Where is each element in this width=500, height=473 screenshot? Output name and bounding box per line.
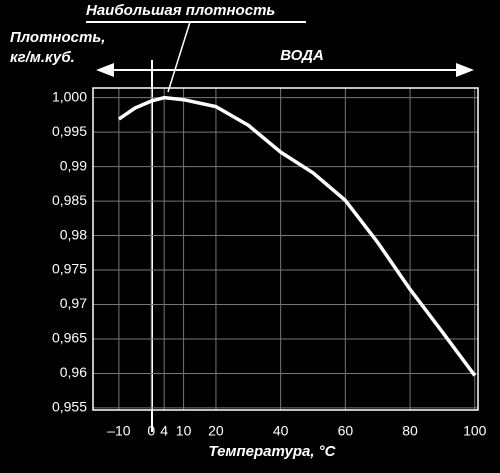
y-tick-label: 0,98: [60, 226, 87, 242]
y-tick-label: 0,96: [60, 364, 87, 380]
x-tick-label: 100: [463, 423, 487, 439]
plot-frame: [92, 87, 479, 411]
region-label: ВОДА: [280, 47, 324, 64]
x-tick-label: 0: [147, 423, 155, 439]
y-tick-label: 0,965: [52, 330, 87, 346]
line-series: [117, 95, 477, 377]
y-tick-label: 0,995: [52, 123, 87, 139]
y-tick-label: 0,955: [52, 399, 87, 415]
y-axis-label: кг/м.куб.: [10, 49, 75, 66]
y-tick-label: 0,97: [60, 295, 87, 311]
x-tick-label: 20: [208, 423, 224, 439]
y-tick-label: 1,000: [52, 88, 87, 104]
x-tick-label: 60: [338, 423, 354, 439]
annotation: Наибольшая плотность: [86, 2, 275, 19]
y-tick-label: 0,99: [60, 157, 87, 173]
y-tick-label: 0,985: [52, 192, 87, 208]
x-tick-label: 80: [402, 423, 418, 439]
annotation-pointer: [167, 21, 191, 93]
y-axis-label: Плотность,: [10, 29, 105, 46]
x-tick-label: 10: [176, 423, 192, 439]
x-axis-label: Температура, °С: [208, 443, 336, 460]
x-tick-label: 40: [273, 423, 289, 439]
x-tick-label: –10: [107, 423, 131, 439]
y-tick-label: 0,975: [52, 261, 87, 277]
x-tick-label: 4: [160, 423, 168, 439]
